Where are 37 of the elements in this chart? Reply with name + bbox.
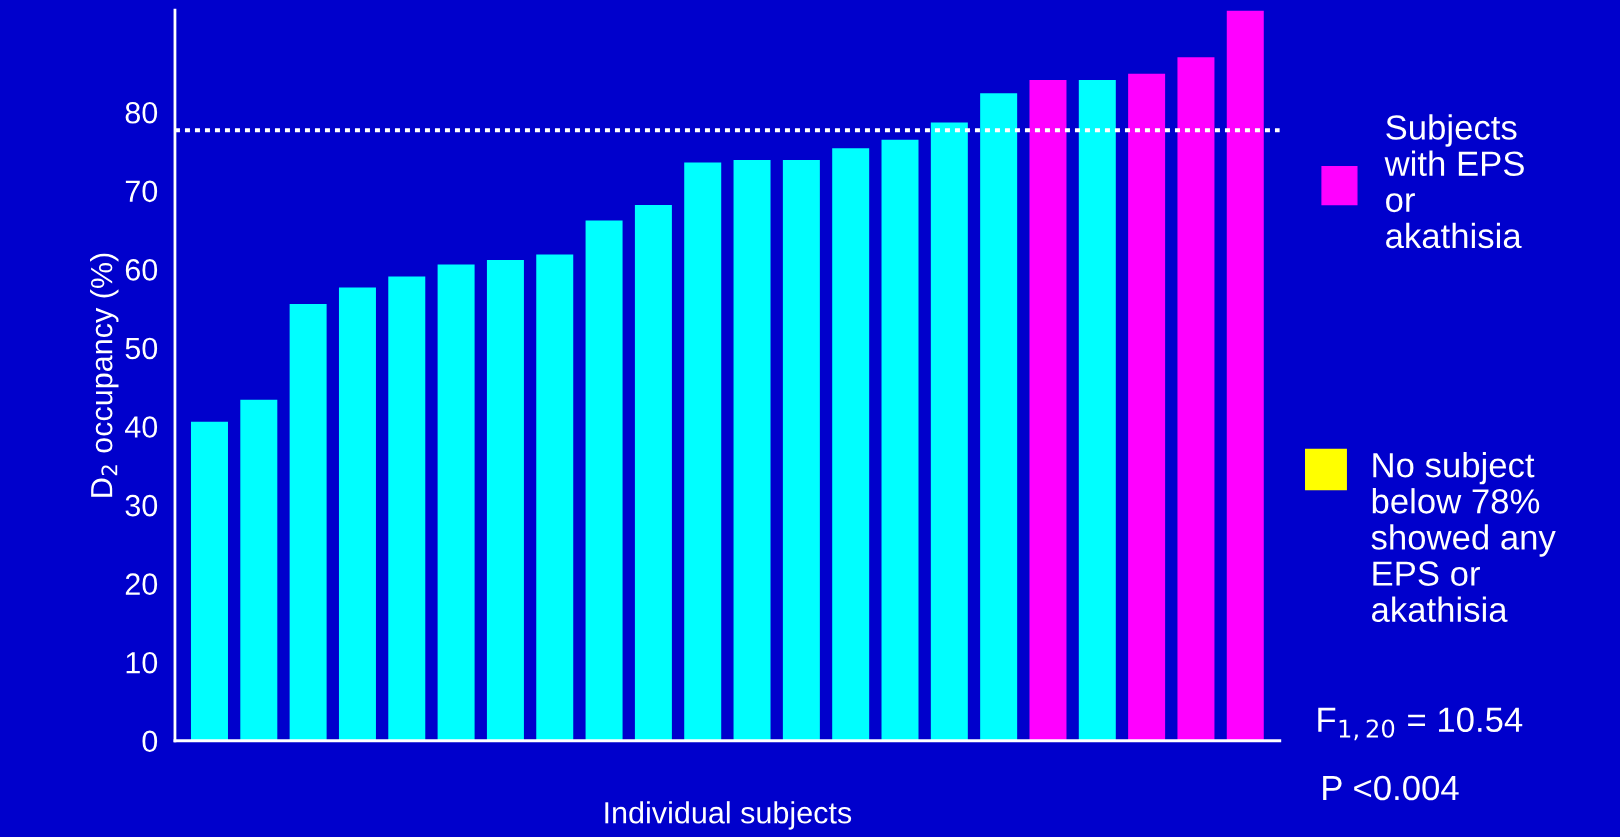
bar xyxy=(832,148,870,741)
bar xyxy=(634,204,672,741)
bar xyxy=(437,264,475,741)
bar xyxy=(289,303,327,741)
y-tick-label: 20 xyxy=(125,573,158,595)
y-tick-label: 0 xyxy=(142,730,158,753)
bar xyxy=(1029,79,1067,741)
y-tick-label: 60 xyxy=(125,259,158,281)
bar xyxy=(881,139,919,741)
bar xyxy=(1226,10,1264,741)
bar xyxy=(1177,57,1215,741)
bar xyxy=(338,287,376,741)
legend-label: Subjects with EPS or akathisia xyxy=(1384,114,1524,249)
bar xyxy=(585,220,623,741)
y-tick-label: 30 xyxy=(125,494,158,517)
bar xyxy=(782,160,820,741)
bar xyxy=(388,276,426,741)
bar xyxy=(1128,73,1166,741)
bar xyxy=(733,160,771,741)
bar xyxy=(1078,79,1116,741)
bar xyxy=(684,162,722,741)
bar xyxy=(980,93,1018,741)
y-tick-label: 10 xyxy=(126,651,158,674)
y-tick-label: 70 xyxy=(125,180,158,203)
bar xyxy=(240,399,278,741)
text: F$_{1,20}$ = 10.54 xyxy=(1318,707,1523,741)
y-tick-label: 80 xyxy=(125,101,158,124)
y-tick-label: 40 xyxy=(125,416,158,438)
text: P <0.004 xyxy=(1323,775,1459,801)
text: No subject below 78% showed any EPS or akathisia xyxy=(1371,451,1556,623)
bar xyxy=(486,259,524,741)
bar xyxy=(190,421,228,741)
bar xyxy=(536,254,574,741)
x-axis-title: Individual subjects xyxy=(605,801,852,830)
bar xyxy=(930,122,968,741)
y-tick-label: 50 xyxy=(125,337,158,360)
y-axis-title: D$_{2}$ occupancy (%) xyxy=(90,253,119,497)
